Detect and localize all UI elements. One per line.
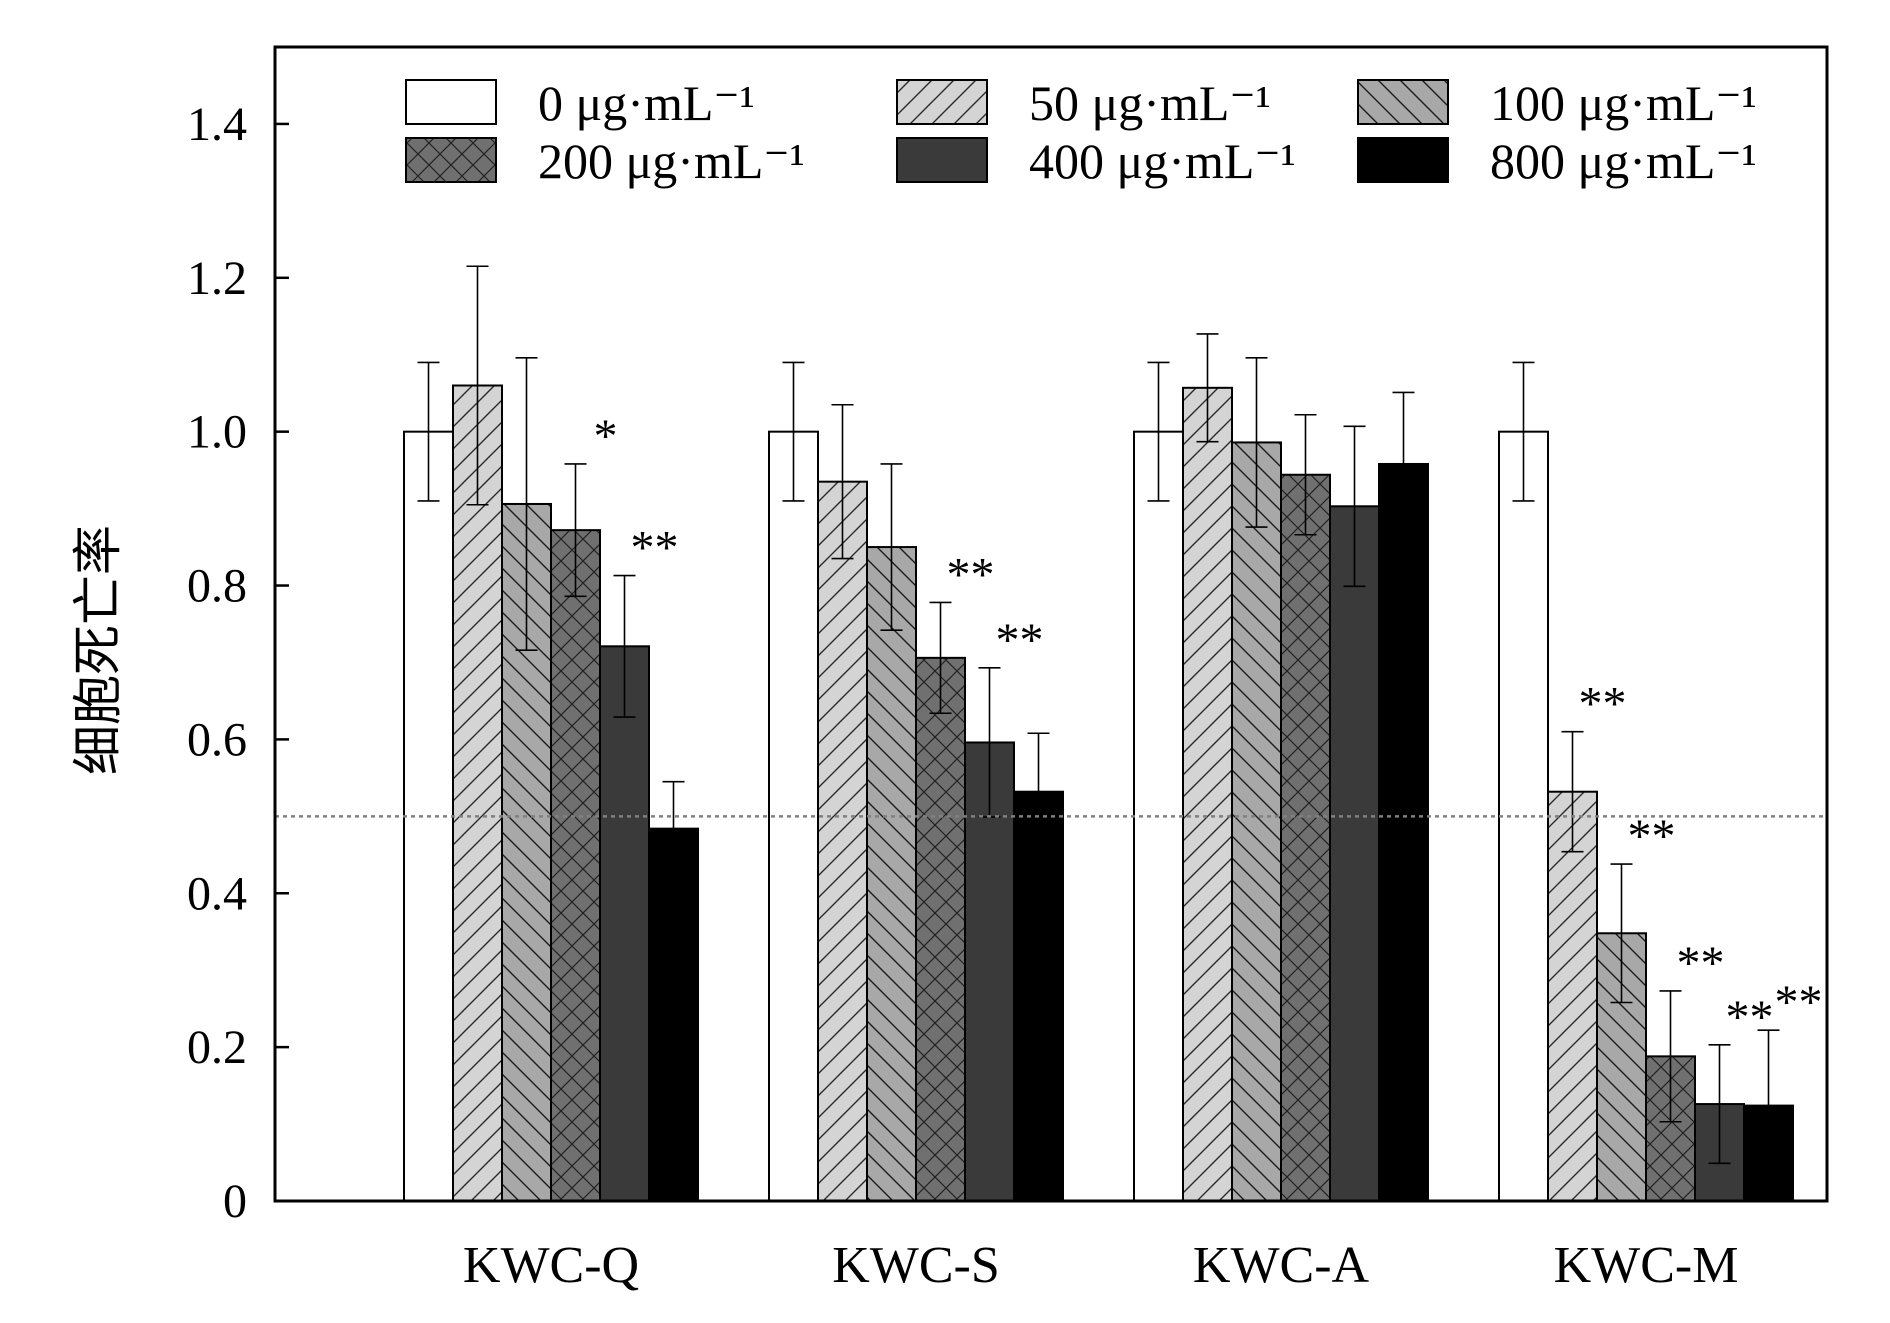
significance-marker: ** (1628, 810, 1676, 863)
significance-marker: ** (947, 548, 995, 601)
legend-swatch (405, 79, 497, 125)
bar (768, 430, 819, 1202)
legend-swatch (405, 137, 497, 183)
bar (1329, 505, 1380, 1202)
legend-label: 100 μg·mL⁻¹ (1490, 75, 1757, 131)
significance-marker: ** (1775, 976, 1823, 1029)
legend-label: 200 μg·mL⁻¹ (538, 133, 805, 189)
legend-swatch (896, 79, 988, 125)
bar (1013, 790, 1064, 1202)
y-tick-label: 0.4 (187, 867, 247, 920)
legend: 0 μg·mL⁻¹ 50 μg·mL⁻¹ 100 μg·mL⁻¹ 200 μg·mL⁻… (405, 75, 1757, 189)
bar (599, 645, 650, 1202)
significance-marker: ** (996, 614, 1044, 667)
legend-label: 800 μg·mL⁻¹ (1490, 133, 1757, 189)
bar (550, 529, 601, 1202)
bar (1182, 386, 1233, 1203)
legend-swatch (1357, 79, 1449, 125)
x-tick-label: KWC-S (832, 1237, 1000, 1294)
bar (1547, 790, 1598, 1202)
bar (648, 827, 699, 1202)
y-tick-label: 0 (223, 1175, 247, 1228)
bar (1280, 473, 1331, 1202)
significance-marker: ** (631, 522, 679, 575)
significance-marker: ** (1726, 991, 1774, 1044)
bar (915, 656, 966, 1202)
y-tick-label: 1.0 (187, 406, 247, 459)
x-tick-label: KWC-Q (463, 1237, 639, 1294)
x-tick-label: KWC-A (1193, 1237, 1370, 1294)
significance-marker: ** (1677, 937, 1725, 990)
y-tick-label: 0.6 (187, 713, 247, 766)
y-tick-label: 0.2 (187, 1021, 247, 1074)
significance-marker: ** (1579, 678, 1627, 731)
bar (817, 480, 868, 1202)
y-tick-label: 1.2 (187, 252, 247, 305)
significance-marker: * (594, 410, 618, 463)
bar (452, 384, 503, 1202)
legend-label: 50 μg·mL⁻¹ (1029, 75, 1271, 131)
legend-swatch (1357, 137, 1449, 183)
y-tick-label: 0.8 (187, 560, 247, 613)
y-tick-label: 1.4 (187, 98, 247, 151)
legend-label: 0 μg·mL⁻¹ (538, 75, 755, 131)
plot-frame (273, 45, 1829, 1203)
y-axis-label: 细胞死亡率 (69, 525, 127, 775)
legend-swatch (896, 137, 988, 183)
bar (866, 546, 917, 1202)
legend-label: 400 μg·mL⁻¹ (1029, 133, 1296, 189)
x-tick-label: KWC-M (1554, 1237, 1739, 1294)
bar (1378, 462, 1429, 1203)
bar (1231, 441, 1282, 1203)
